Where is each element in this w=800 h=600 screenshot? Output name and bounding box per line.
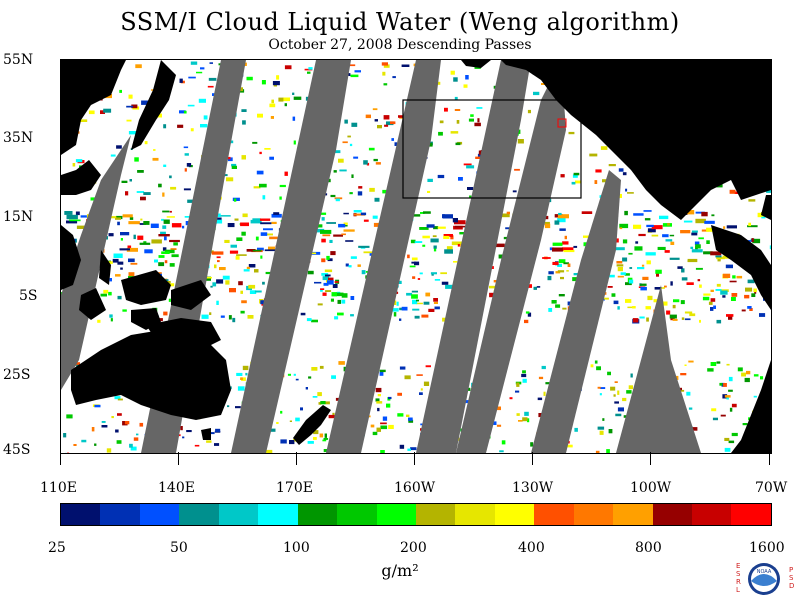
lon-label: 140E	[158, 480, 195, 496]
lat-label: 25S	[3, 367, 31, 383]
region-box	[402, 99, 582, 199]
chart-title: SSM/I Cloud Liquid Water (Weng algorithm…	[120, 8, 680, 36]
units-label: g/m²	[381, 561, 419, 580]
lat-label: 35N	[3, 130, 34, 146]
lon-label: 70W	[755, 480, 788, 496]
colorbar	[60, 503, 772, 526]
colorbar-cell	[218, 504, 259, 525]
colorbar-label: 25	[48, 540, 66, 556]
colorbar-cell	[61, 504, 101, 525]
colorbar-cell	[297, 504, 338, 525]
lon-label: 110E	[40, 480, 77, 496]
colorbar-cell	[258, 504, 298, 525]
colorbar-cell	[613, 504, 653, 525]
colorbar-cell	[139, 504, 180, 525]
colorbar-label: 400	[518, 540, 545, 556]
colorbar-label: 200	[400, 540, 427, 556]
lat-label: 5S	[19, 288, 38, 304]
svg-text:NOAA: NOAA	[757, 569, 772, 575]
lon-label: 130W	[512, 480, 554, 496]
colorbar-cell	[652, 504, 692, 525]
colorbar-cell	[100, 504, 140, 525]
colorbar-label: 100	[283, 540, 310, 556]
colorbar-cell	[573, 504, 614, 525]
lat-label: 55N	[3, 52, 34, 68]
chart-subtitle: October 27, 2008 Descending Passes	[268, 37, 532, 53]
colorbar-cell	[731, 504, 771, 525]
colorbar-cell	[376, 504, 416, 525]
colorbar-label: 800	[635, 540, 662, 556]
lon-label: 160W	[394, 480, 436, 496]
lon-label: 170E	[276, 480, 313, 496]
colorbar-cell	[455, 504, 495, 525]
cloud-water-map	[60, 59, 772, 454]
colorbar-label: 1600	[749, 540, 785, 556]
noaa-logo: NOAA	[748, 563, 780, 595]
logo-left-text: ESRL	[736, 562, 741, 594]
colorbar-cell	[534, 504, 574, 525]
logo-right-text: PSD	[789, 566, 795, 590]
colorbar-cell	[415, 504, 456, 525]
colorbar-cell	[692, 504, 732, 525]
colorbar-cell	[179, 504, 219, 525]
lat-label: 45S	[3, 442, 31, 458]
colorbar-label: 50	[170, 540, 188, 556]
site-marker	[557, 118, 567, 128]
no-data-swaths	[61, 60, 701, 453]
lon-label: 100W	[630, 480, 672, 496]
colorbar-cell	[494, 504, 535, 525]
map-canvas	[61, 60, 771, 453]
lat-label: 15N	[3, 209, 34, 225]
colorbar-cell	[337, 504, 377, 525]
